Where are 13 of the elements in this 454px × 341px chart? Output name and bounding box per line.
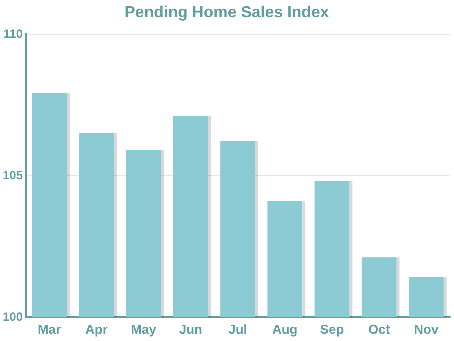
x-tick-label: May bbox=[131, 322, 158, 337]
x-tick-label: Sep bbox=[320, 322, 344, 337]
x-tick-label: Jul bbox=[228, 322, 248, 337]
x-tick-label: Aug bbox=[272, 322, 298, 337]
chart-title: Pending Home Sales Index bbox=[124, 4, 330, 22]
x-tick-label: Apr bbox=[85, 322, 108, 337]
x-tick-label: Nov bbox=[414, 322, 440, 337]
y-tick-label: 105 bbox=[2, 168, 24, 182]
x-tick-label: Jun bbox=[179, 322, 203, 337]
y-tick-label: 100 bbox=[2, 310, 24, 324]
y-tick-label: 110 bbox=[4, 27, 24, 41]
x-tick-label: Oct bbox=[368, 322, 391, 337]
x-tick-label: Mar bbox=[38, 322, 62, 337]
